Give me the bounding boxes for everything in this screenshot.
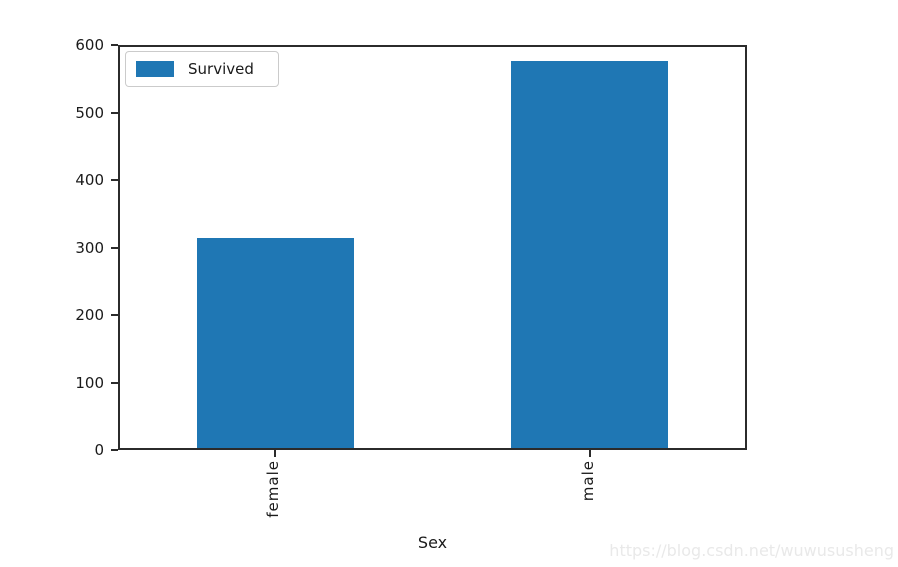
y-tick-mark — [111, 449, 118, 451]
bar-male — [511, 60, 669, 450]
legend-label-survived: Survived — [188, 60, 254, 78]
legend-swatch-survived — [136, 61, 174, 77]
legend: Survived — [125, 51, 279, 87]
y-tick-mark — [111, 44, 118, 46]
y-tick-mark — [111, 246, 118, 249]
x-tick-label-female: female — [264, 460, 283, 518]
x-tick-label-male: male — [578, 460, 597, 502]
watermark-text: https://blog.csdn.net/wuwususheng — [609, 541, 894, 560]
y-tick-mark — [111, 381, 118, 384]
x-tick-mark — [588, 450, 591, 457]
x-axis-label: Sex — [417, 533, 448, 552]
y-tick-mark — [111, 314, 118, 316]
y-tick-label-400: 400 — [75, 171, 104, 189]
y-tick-label-300: 300 — [75, 238, 104, 257]
bar-female — [196, 238, 354, 450]
y-tick-label-500: 500 — [75, 103, 104, 122]
y-tick-mark — [111, 179, 118, 181]
y-tick-mark — [111, 111, 118, 114]
y-tick-label-600: 600 — [75, 36, 104, 54]
y-tick-label-100: 100 — [75, 373, 104, 392]
y-tick-label-0: 0 — [94, 441, 104, 459]
y-tick-label-200: 200 — [75, 306, 104, 324]
x-tick-mark — [274, 450, 277, 457]
